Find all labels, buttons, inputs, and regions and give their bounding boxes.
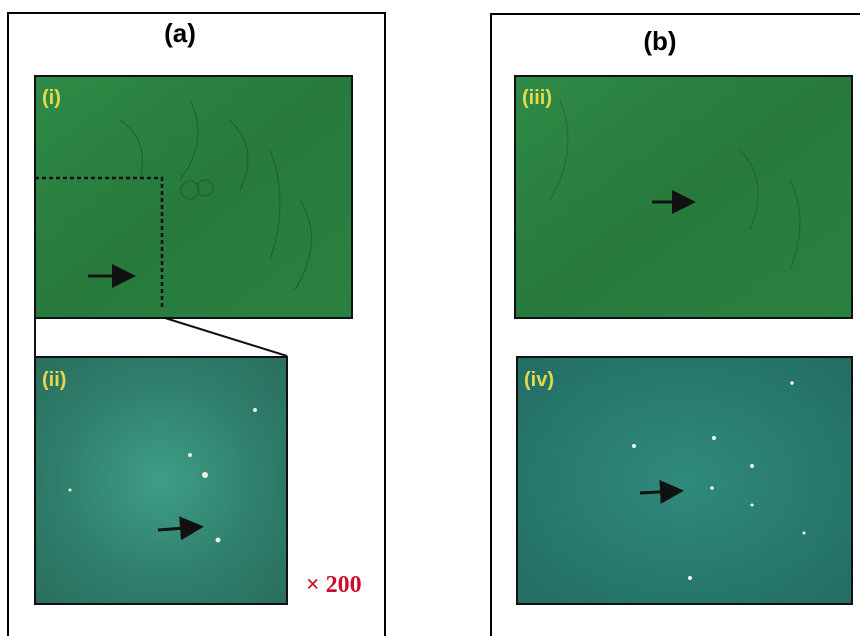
micrograph <box>517 357 852 604</box>
image-label: (ii) <box>42 369 66 391</box>
panel-title: (b) <box>643 26 676 56</box>
micrograph <box>35 76 352 318</box>
micrograph <box>35 357 287 604</box>
zoom-line <box>165 318 287 356</box>
figure: (a) (i) (ii) × 200 (b) (iii) (iv) <box>0 0 860 636</box>
image-label: (i) <box>42 87 61 109</box>
panel-title: (a) <box>164 18 196 48</box>
image-label: (iii) <box>522 87 552 109</box>
magnification: × 200 <box>306 572 362 598</box>
micrograph <box>515 76 852 318</box>
arrow <box>640 491 678 493</box>
image-label: (iv) <box>524 369 554 391</box>
